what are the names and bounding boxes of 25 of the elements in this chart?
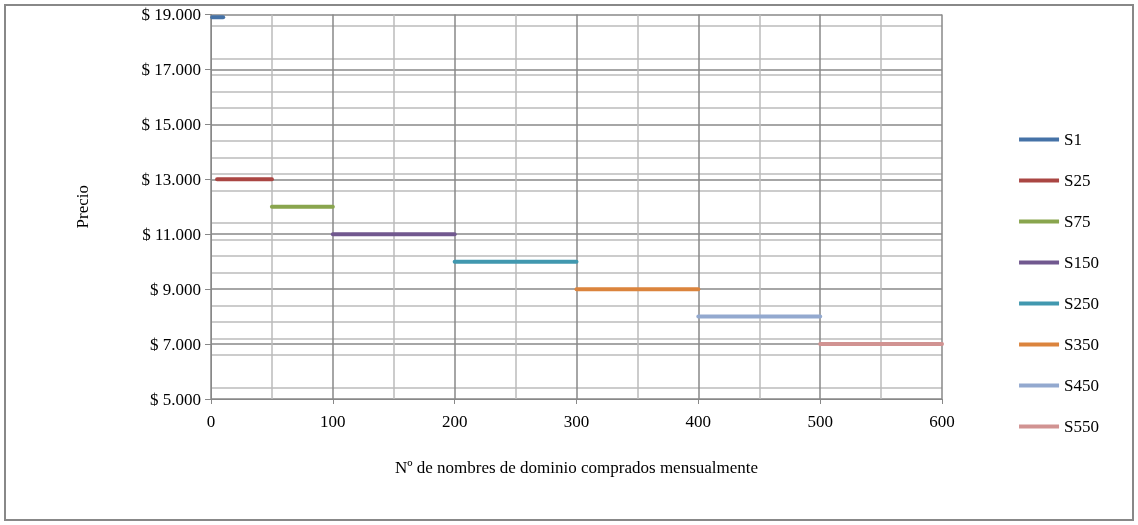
x-tick-label: 400	[685, 412, 712, 431]
y-tick-label: $ 13.000	[141, 169, 201, 189]
legend-label: S550	[1064, 417, 1100, 436]
x-tick-label: 100	[320, 412, 346, 431]
legend-label: S250	[1064, 294, 1100, 313]
y-tick-label: $ 7.000	[150, 334, 201, 354]
y-tick-label: $ 5.000	[150, 389, 201, 409]
x-tick-label: 600	[929, 412, 955, 431]
legend-label: S450	[1064, 376, 1100, 395]
y-tick-label: $ 11.000	[142, 224, 201, 244]
y-axis-title: Precio	[73, 185, 92, 229]
legend-label: S1	[1064, 130, 1083, 149]
x-tick-label: 300	[563, 412, 590, 431]
legend-label: S350	[1064, 335, 1100, 354]
y-tick-label: $ 19.000	[141, 5, 201, 24]
y-tick-label: $ 15.000	[141, 114, 201, 134]
legend-label: S75	[1064, 212, 1091, 231]
legend-label: S25	[1064, 171, 1091, 190]
y-tick-label: $ 17.000	[141, 59, 201, 79]
x-axis-title: Nº de nombres de dominio comprados mensualmente	[394, 458, 759, 477]
x-tick-label: 0	[206, 412, 216, 431]
x-tick-label: 200	[441, 412, 468, 431]
y-tick-label: $ 9.000	[150, 279, 201, 299]
legend-label: S150	[1064, 253, 1100, 272]
x-tick-label: 500	[807, 412, 833, 431]
